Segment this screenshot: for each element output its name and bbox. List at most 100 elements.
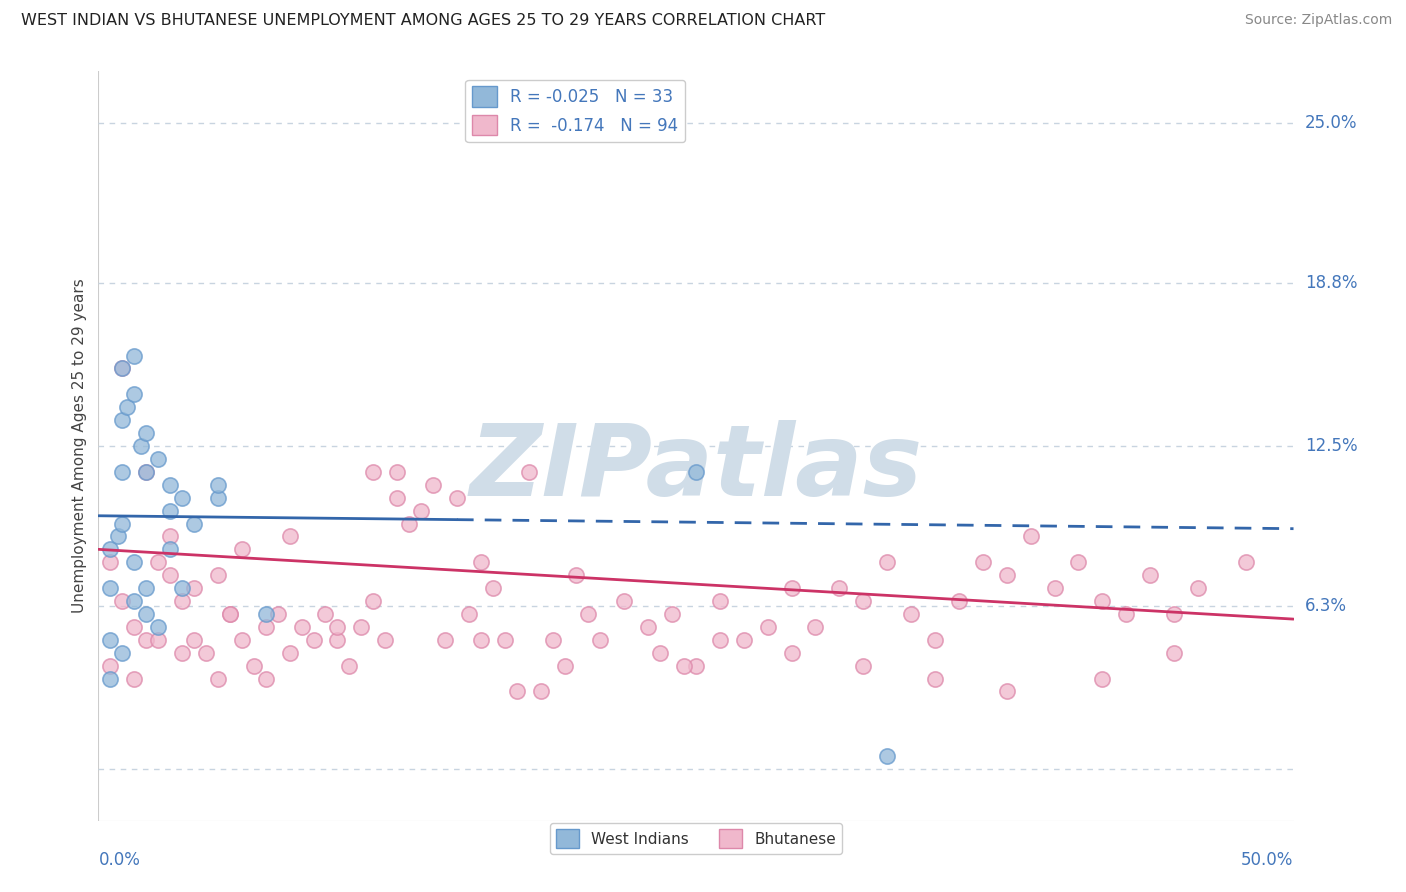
Point [278, 646, 301, 660]
Point [709, 594, 731, 608]
Text: 50.0%: 50.0% [1241, 851, 1294, 869]
Text: Source: ZipAtlas.com: Source: ZipAtlas.com [1244, 13, 1392, 28]
Point [972, 555, 994, 569]
Point [111, 516, 134, 531]
Point [530, 684, 553, 698]
Point [326, 632, 349, 647]
Point [470, 555, 492, 569]
Y-axis label: Unemployment Among Ages 25 to 29 years: Unemployment Among Ages 25 to 29 years [72, 278, 87, 614]
Point [111, 646, 134, 660]
Point [98, 658, 122, 673]
Point [195, 646, 218, 660]
Point [159, 542, 181, 557]
Point [98, 672, 122, 686]
Point [1019, 529, 1042, 543]
Point [363, 465, 385, 479]
Point [1091, 594, 1114, 608]
Point [876, 749, 898, 764]
Point [554, 658, 576, 673]
Point [302, 632, 325, 647]
Text: 25.0%: 25.0% [1305, 114, 1357, 132]
Point [422, 477, 444, 491]
Point [135, 632, 157, 647]
Point [339, 658, 361, 673]
Point [470, 632, 492, 647]
Point [219, 607, 242, 621]
Text: 6.3%: 6.3% [1305, 597, 1347, 615]
Point [231, 632, 253, 647]
Point [172, 581, 194, 595]
Point [207, 477, 229, 491]
Point [385, 491, 409, 505]
Point [876, 555, 898, 569]
Point [267, 607, 290, 621]
Point [446, 491, 468, 505]
Point [172, 646, 194, 660]
Point [756, 620, 779, 634]
Point [494, 632, 516, 647]
Point [673, 658, 696, 673]
Point [517, 465, 540, 479]
Point [111, 465, 134, 479]
Point [107, 529, 129, 543]
Point [482, 581, 505, 595]
Point [1091, 672, 1114, 686]
Point [135, 581, 157, 595]
Point [589, 632, 612, 647]
Point [541, 632, 564, 647]
Point [124, 672, 146, 686]
Point [159, 503, 181, 517]
Point [650, 646, 672, 660]
Point [852, 594, 875, 608]
Point [828, 581, 851, 595]
Point [637, 620, 659, 634]
Point [565, 568, 588, 582]
Point [172, 594, 194, 608]
Point [111, 361, 134, 376]
Point [374, 632, 396, 647]
Point [780, 646, 803, 660]
Point [1163, 607, 1185, 621]
Point [315, 607, 337, 621]
Point [254, 607, 277, 621]
Point [172, 491, 194, 505]
Point [685, 658, 707, 673]
Point [98, 581, 122, 595]
Point [124, 387, 146, 401]
Point [661, 607, 683, 621]
Point [124, 555, 146, 569]
Point [852, 658, 875, 673]
Point [111, 594, 134, 608]
Point [231, 542, 253, 557]
Point [995, 684, 1018, 698]
Point [115, 401, 138, 415]
Point [385, 465, 409, 479]
Point [148, 632, 170, 647]
Point [111, 413, 134, 427]
Point [135, 465, 157, 479]
Point [948, 594, 970, 608]
Point [135, 465, 157, 479]
Point [709, 632, 731, 647]
Point [1187, 581, 1209, 595]
Point [148, 620, 170, 634]
Text: 18.8%: 18.8% [1305, 274, 1357, 293]
Point [148, 555, 170, 569]
Point [111, 361, 134, 376]
Point [219, 607, 242, 621]
Point [254, 672, 277, 686]
Point [124, 620, 146, 634]
Point [506, 684, 529, 698]
Point [924, 672, 946, 686]
Point [183, 516, 205, 531]
Point [350, 620, 373, 634]
Point [1234, 555, 1257, 569]
Text: 0.0%: 0.0% [98, 851, 141, 869]
Point [1163, 646, 1185, 660]
Point [363, 594, 385, 608]
Point [254, 620, 277, 634]
Point [159, 568, 181, 582]
Point [1139, 568, 1161, 582]
Point [291, 620, 314, 634]
Point [900, 607, 922, 621]
